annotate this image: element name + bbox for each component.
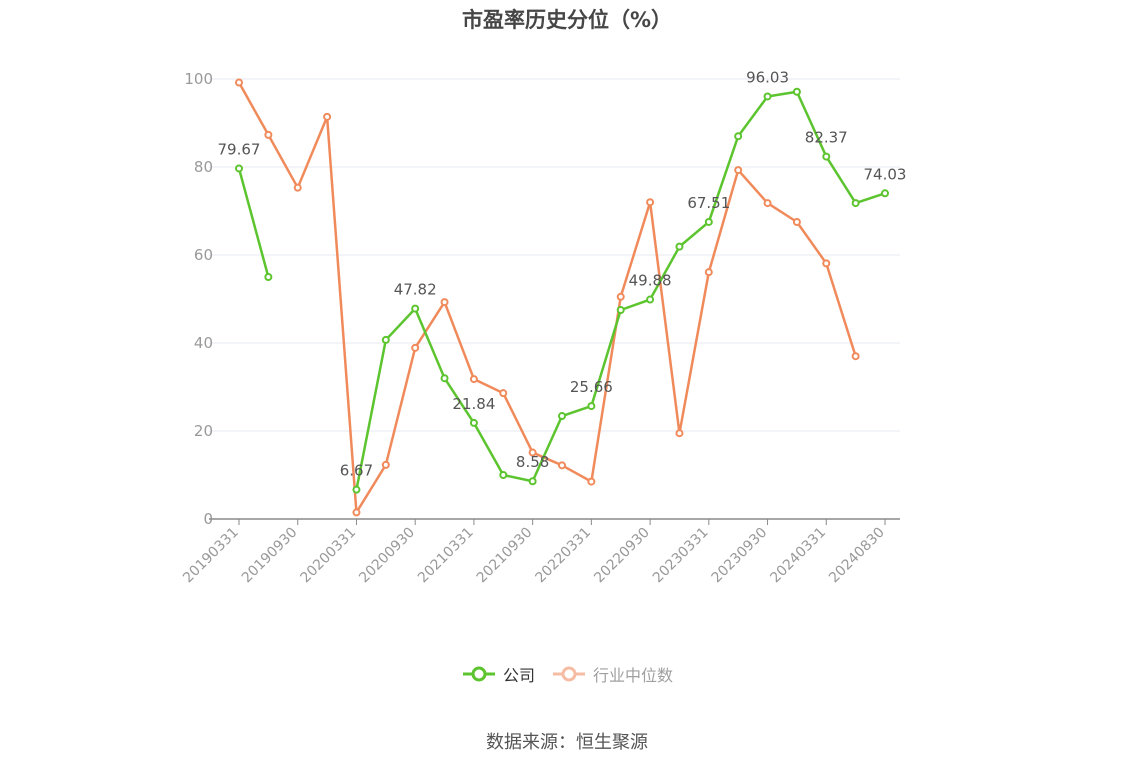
data-point	[851, 352, 860, 361]
y-tick-label: 100	[184, 70, 213, 88]
y-tick-label: 0	[203, 510, 213, 528]
data-point	[381, 460, 390, 469]
data-point	[822, 259, 831, 268]
data-label: 47.82	[394, 281, 437, 299]
data-point	[558, 412, 566, 421]
data-point	[528, 477, 537, 486]
data-point	[763, 199, 772, 208]
x-tick-label: 20200331	[298, 525, 360, 587]
data-label: 82.37	[805, 129, 848, 147]
data-point	[381, 335, 390, 344]
series-layer	[235, 78, 889, 517]
data-point	[792, 87, 801, 96]
data-point	[587, 402, 596, 411]
series-line	[237, 168, 270, 278]
data-point	[734, 132, 743, 141]
data-label: 79.67	[218, 140, 261, 158]
data-label: 96.03	[746, 68, 789, 86]
legend-company-label: 公司	[502, 666, 535, 685]
chart-plot: 0 20 40 60 80 100 2019033120190930202003312020…	[180, 68, 907, 586]
y-tick-label: 20	[194, 422, 213, 440]
data-label: 67.51	[687, 194, 730, 212]
data-point	[264, 130, 273, 139]
data-point	[704, 268, 713, 277]
x-tick-label: 20230930	[709, 525, 771, 587]
data-point	[440, 298, 449, 307]
x-tick-label: 20220930	[591, 525, 653, 587]
x-tick-label: 20200930	[356, 525, 418, 587]
data-point	[616, 306, 625, 314]
data-point	[352, 485, 361, 494]
grid-layer	[209, 78, 900, 432]
y-tick-label: 40	[194, 334, 213, 352]
data-point	[704, 217, 713, 226]
y-tick-label: 80	[194, 158, 213, 176]
data-point	[469, 375, 478, 384]
data-point	[264, 273, 273, 281]
data-point	[235, 78, 243, 87]
data-point	[675, 242, 684, 251]
data-label: 74.03	[864, 165, 907, 183]
axis-layer: 0 20 40 60 80 100 2019033120190930202003312020…	[180, 70, 900, 586]
legend-item-company[interactable]: 公司	[461, 662, 535, 686]
data-point	[734, 166, 743, 175]
data-point	[323, 112, 332, 121]
x-tick-label: 20240830	[826, 525, 888, 587]
data-point	[822, 152, 831, 161]
data-point	[469, 418, 478, 427]
data-point	[499, 389, 508, 398]
legend-industry-label: 行业中位数	[593, 666, 674, 685]
data-label: 21.84	[452, 395, 495, 413]
x-tick-label: 20190930	[239, 525, 301, 587]
data-label: 25.66	[570, 378, 613, 396]
legend-item-industry[interactable]: 行业中位数	[551, 662, 673, 686]
data-point	[411, 304, 420, 313]
x-tick-label: 20240331	[767, 525, 829, 587]
data-point	[352, 508, 361, 517]
data-point	[646, 295, 655, 304]
x-tick-label: 20230331	[650, 525, 712, 587]
legend: 公司 行业中位数	[0, 662, 1134, 686]
data-point	[881, 189, 889, 198]
data-point	[646, 198, 655, 207]
data-point	[763, 92, 772, 101]
data-point	[528, 448, 537, 457]
legend-industry-icon	[553, 666, 585, 682]
x-tick-label: 20210930	[474, 525, 536, 587]
data-point	[558, 461, 566, 470]
x-tick-label: 20210331	[415, 525, 477, 587]
data-point	[499, 471, 508, 479]
data-label: 49.88	[629, 272, 672, 290]
data-label-layer: 79.67 6.67 47.82 21.84 8.58 25.66 49.88 67.51 96…	[218, 68, 907, 479]
chart-title: 市盈率历史分位（%）	[461, 8, 673, 32]
data-point	[411, 343, 420, 352]
x-tick-label: 20220331	[532, 525, 594, 587]
data-point	[293, 183, 302, 192]
data-point	[440, 374, 449, 383]
data-point	[675, 429, 684, 438]
series-line	[237, 81, 857, 514]
data-point	[851, 199, 860, 208]
data-point	[587, 477, 596, 486]
y-tick-label: 60	[194, 246, 213, 264]
data-point	[616, 292, 625, 301]
x-tick-label: 20190331	[180, 525, 242, 587]
data-label: 6.67	[340, 462, 373, 480]
data-point	[792, 218, 801, 226]
data-label: 8.58	[516, 453, 549, 471]
source-note: 数据来源：恒生聚源	[486, 732, 648, 753]
legend-company-icon	[462, 666, 495, 682]
data-point	[235, 164, 243, 173]
